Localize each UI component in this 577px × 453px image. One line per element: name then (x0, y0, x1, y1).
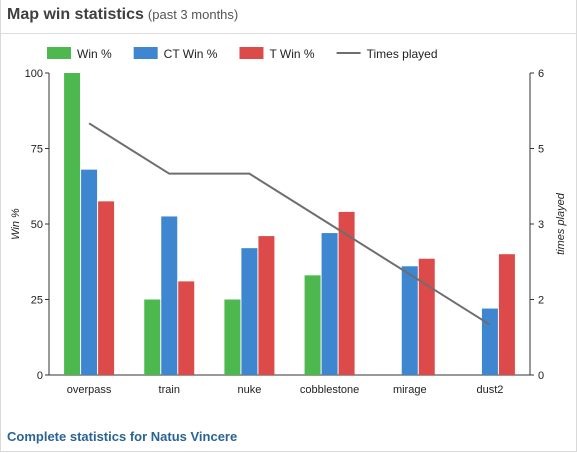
bar-t-win-dust2 (498, 254, 515, 375)
bar-ct-win-nuke (241, 248, 258, 375)
legend-swatch (47, 47, 71, 59)
y-right-tick-label: 6 (538, 68, 544, 80)
x-tick-label: nuke (237, 384, 261, 396)
panel-subtitle: (past 3 months) (147, 7, 239, 22)
legend-label: Times played (367, 47, 438, 61)
legend-label: T Win % (269, 47, 314, 61)
bar-t-win-overpass (98, 201, 115, 375)
header-divider (1, 33, 577, 34)
y-left-tick-label: 25 (31, 295, 43, 307)
bar-win-overpass (64, 73, 81, 375)
bar-t-win-cobblestone (338, 211, 355, 375)
legend-label: CT Win % (164, 47, 218, 61)
y-left-tick-label: 100 (25, 68, 43, 80)
y-axis-title: Win % (10, 208, 22, 240)
bar-ct-win-overpass (81, 169, 98, 375)
bar-win-cobblestone (304, 275, 321, 375)
x-tick-label: train (159, 384, 180, 396)
x-tick-label: dust2 (476, 384, 503, 396)
bar-ct-win-mirage (401, 266, 418, 375)
legend-swatch (133, 47, 158, 59)
bar-win-nuke (224, 299, 241, 375)
y-right-tick-label: 3 (538, 219, 544, 231)
panel-header: Map win statistics (past 3 months) (7, 6, 238, 24)
bar-t-win-mirage (418, 258, 435, 375)
bar-ct-win-dust2 (481, 308, 498, 375)
y-right-tick-label: 2 (538, 295, 544, 307)
x-tick-label: mirage (393, 384, 427, 396)
x-tick-label: cobblestone (300, 384, 359, 396)
y-left-tick-label: 0 (37, 370, 43, 382)
complete-statistics-link[interactable]: Complete statistics for Natus Vincere (7, 429, 238, 444)
y-right-tick-label: 5 (538, 144, 544, 156)
y2-axis-title: times played (555, 192, 567, 255)
bar-t-win-nuke (258, 236, 275, 375)
bar-win-train (144, 299, 161, 375)
y-left-tick-label: 75 (31, 144, 43, 156)
bar-ct-win-cobblestone (321, 233, 338, 375)
panel-title: Map win statistics (7, 6, 144, 23)
line-times-played (88, 122, 491, 326)
bar-t-win-train (178, 281, 195, 375)
bar-ct-win-train (161, 216, 178, 375)
legend-swatch (239, 47, 264, 59)
y-right-tick-label: 0 (538, 370, 544, 382)
legend-label: Win % (77, 47, 112, 61)
map-win-chart: 0 25 50 75 100 0 2 3 5 6 Win % times played overpass… (10, 47, 567, 396)
x-tick-label: overpass (67, 384, 112, 396)
y-left-tick-label: 50 (31, 219, 43, 231)
